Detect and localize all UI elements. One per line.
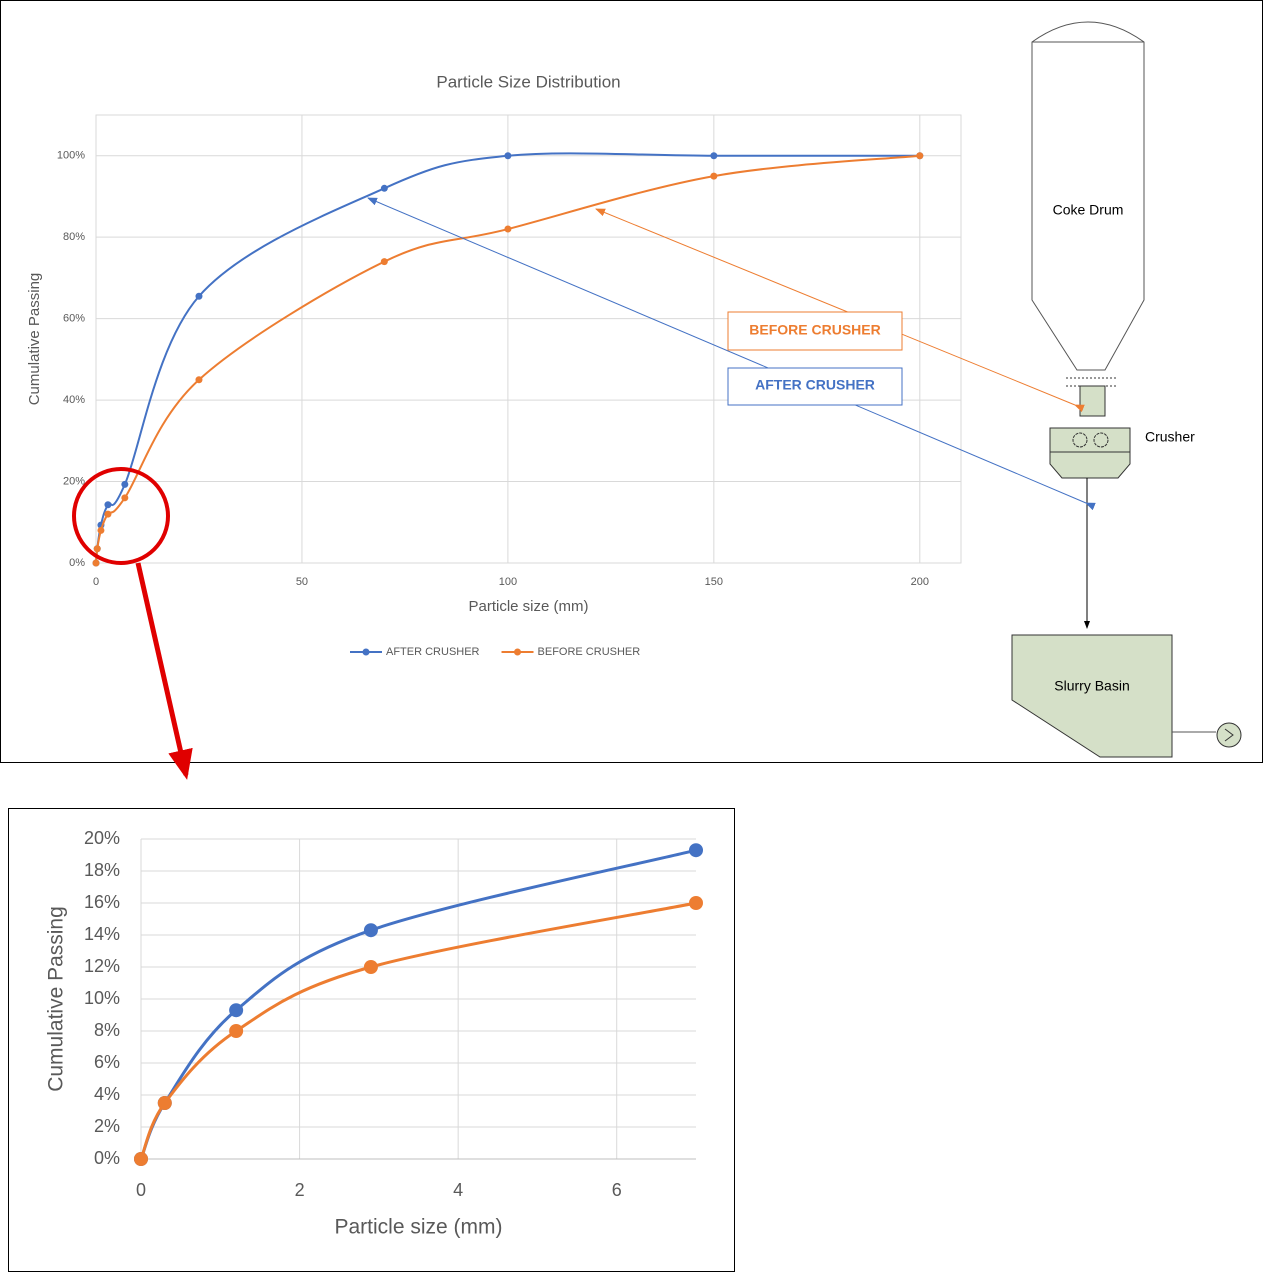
figure: 0501001502000%20%40%60%80%100%Particle S… — [0, 0, 1265, 1272]
callout-arrow — [368, 198, 1086, 503]
x-tick-label: 0 — [93, 576, 99, 588]
data-point — [710, 152, 717, 159]
y-tick-label: 18% — [84, 860, 120, 880]
data-point — [381, 185, 388, 192]
x-tick-label: 2 — [295, 1180, 305, 1200]
chute — [1080, 386, 1105, 416]
data-point — [97, 527, 104, 534]
main-chart: 0 50 100 150 200 0% 20% 40% 60% 80% 100% Particle S… — [26, 72, 961, 657]
data-point — [94, 545, 101, 552]
data-point — [229, 1003, 243, 1017]
y-tick-label: 100% — [57, 150, 85, 162]
label: Coke Drum — [1053, 202, 1124, 218]
data-point — [195, 293, 202, 300]
y-tick-label: 20% — [84, 828, 120, 848]
zoom-chart: 0 2 4 6 0% 2% 4% 6% 8% 10% 12% 14% 16% 18% 20% Particle… — [45, 828, 703, 1239]
x-tick-label: 6 — [612, 1180, 622, 1200]
data-point — [158, 1096, 172, 1110]
data-point — [195, 376, 202, 383]
coke-drum — [1032, 22, 1144, 370]
y-tick-label: 40% — [63, 394, 85, 406]
callout: AFTER CRUSHER — [755, 377, 875, 393]
zoom-arrow — [138, 563, 186, 775]
data-point — [504, 226, 511, 233]
y-tick-label: 60% — [63, 313, 85, 325]
x-tick-label: 50 — [296, 576, 308, 588]
y-tick-label: 20% — [63, 475, 85, 487]
data-point — [121, 494, 128, 501]
label: Slurry Basin — [1054, 678, 1129, 694]
y-tick-label: 12% — [84, 956, 120, 976]
data-point — [229, 1024, 243, 1038]
x-tick-label: 100 — [499, 576, 517, 588]
zoom-circle — [74, 469, 168, 563]
hopper — [1050, 452, 1130, 478]
legend-marker — [363, 649, 370, 656]
slurry-basin — [1012, 635, 1172, 757]
crusher — [1050, 428, 1130, 452]
label: Crusher — [1145, 429, 1195, 445]
data-point — [504, 152, 511, 159]
y-tick-label: 6% — [94, 1052, 120, 1072]
x-tick-label: 200 — [911, 576, 929, 588]
y-axis-label: Cumulative Passing — [45, 906, 68, 1092]
y-tick-label: 0% — [94, 1148, 120, 1168]
pump — [1217, 723, 1241, 747]
legend-label: BEFORE CRUSHER — [538, 646, 641, 658]
legend-label: AFTER CRUSHER — [386, 646, 480, 658]
y-axis-label: Cumulative Passing — [26, 273, 43, 406]
data-point — [916, 152, 923, 159]
y-tick-label: 8% — [94, 1020, 120, 1040]
legend-marker — [514, 649, 521, 656]
y-tick-label: 80% — [63, 231, 85, 243]
y-tick-label: 2% — [94, 1116, 120, 1136]
data-point — [381, 258, 388, 265]
data-point — [689, 896, 703, 910]
x-axis-label: Particle size (mm) — [334, 1216, 502, 1239]
x-axis-label: Particle size (mm) — [468, 598, 588, 615]
y-tick-label: 14% — [84, 924, 120, 944]
callout: BEFORE CRUSHER — [749, 322, 880, 338]
data-point — [104, 501, 111, 508]
data-point — [104, 511, 111, 518]
x-tick-label: 0 — [136, 1180, 146, 1200]
y-tick-label: 10% — [84, 988, 120, 1008]
data-point — [93, 560, 100, 567]
x-tick-label: 4 — [453, 1180, 463, 1200]
data-point — [689, 843, 703, 857]
chart-title: Particle Size Distribution — [436, 72, 620, 91]
data-point — [364, 960, 378, 974]
data-point — [364, 923, 378, 937]
process-diagram: Coke Drum Crusher Slurry Basin BEFORE CR… — [368, 22, 1241, 757]
series-line — [141, 850, 696, 1159]
x-tick-label: 150 — [705, 576, 723, 588]
data-point — [134, 1152, 148, 1166]
data-point — [710, 173, 717, 180]
y-tick-label: 16% — [84, 892, 120, 912]
data-point — [121, 481, 128, 488]
y-tick-label: 4% — [94, 1084, 120, 1104]
y-tick-label: 0% — [69, 557, 85, 569]
